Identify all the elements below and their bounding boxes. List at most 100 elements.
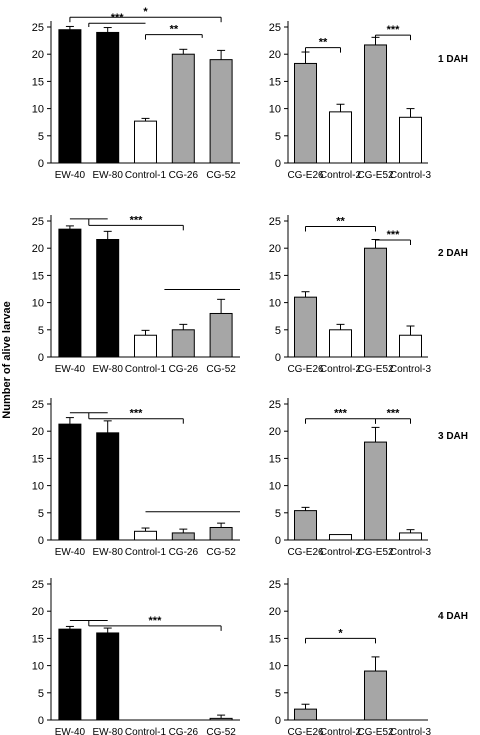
x-tick-label: EW-40 xyxy=(55,364,86,375)
y-tick-label: 25 xyxy=(269,579,281,591)
bar xyxy=(171,329,195,358)
chart-panel: 0 5 10 15 20 25 CG-E26Control-2CG-E52Control-3… xyxy=(269,215,468,375)
significance-label: ** xyxy=(319,37,328,49)
x-tick-label: EW-40 xyxy=(55,170,86,181)
y-tick-label: 10 xyxy=(269,104,281,116)
chart-panel: 0 5 10 15 20 25 EW-40 EW-80 Control-1 CG-26 CG-52 *… xyxy=(32,398,240,558)
y-tick-label: 0 xyxy=(275,535,281,547)
x-tick-label: EW-40 xyxy=(55,547,86,558)
bar xyxy=(209,526,233,541)
x-tick-label: Control-3 xyxy=(390,547,432,558)
y-tick-label: 15 xyxy=(269,270,281,282)
x-tick-label: Control-3 xyxy=(390,364,432,375)
y-tick-label: 15 xyxy=(269,633,281,645)
chart-panel: 0 5 10 15 20 25 EW-40 EW-80 Control-1 CG-26 CG-52 *… xyxy=(32,6,240,181)
bar xyxy=(134,334,157,358)
significance-label: * xyxy=(338,627,343,639)
significance-label: ** xyxy=(170,24,179,36)
y-tick-label: 15 xyxy=(32,76,44,88)
y-axis-label: Number of alive larvae xyxy=(1,301,13,418)
x-tick-label: Control-3 xyxy=(390,727,432,735)
x-tick-label: CG-26 xyxy=(169,727,199,735)
y-tick-label: 20 xyxy=(269,426,281,438)
row-label: 4 DAH xyxy=(438,611,468,622)
bar xyxy=(58,228,82,358)
y-tick-label: 5 xyxy=(38,508,44,520)
y-tick-label: 5 xyxy=(275,131,281,143)
y-tick-label: 20 xyxy=(269,606,281,618)
bar xyxy=(329,534,352,541)
y-tick-label: 15 xyxy=(269,76,281,88)
x-tick-label: CG-26 xyxy=(169,547,199,558)
bar xyxy=(58,29,82,164)
x-tick-label: CG-E52 xyxy=(357,727,394,735)
y-tick-label: 10 xyxy=(32,481,44,493)
y-tick-label: 5 xyxy=(38,325,44,337)
bar xyxy=(329,329,352,358)
bar xyxy=(364,441,387,541)
x-tick-label: EW-80 xyxy=(93,547,124,558)
y-tick-label: 5 xyxy=(38,688,44,700)
row-label: 2 DAH xyxy=(438,248,468,259)
x-tick-label: CG-E52 xyxy=(357,170,394,181)
bar xyxy=(364,247,387,358)
significance-label: *** xyxy=(111,12,125,24)
y-tick-label: 15 xyxy=(32,633,44,645)
y-tick-label: 25 xyxy=(32,216,44,228)
y-tick-label: 20 xyxy=(32,426,44,438)
y-tick-label: 0 xyxy=(38,535,44,547)
x-tick-label: Control-1 xyxy=(125,170,167,181)
significance-label: *** xyxy=(387,24,401,36)
bar xyxy=(134,530,157,541)
y-tick-label: 5 xyxy=(38,131,44,143)
bar xyxy=(171,532,195,541)
y-tick-label: 15 xyxy=(269,453,281,465)
x-tick-label: Control-3 xyxy=(390,170,432,181)
y-tick-label: 0 xyxy=(275,352,281,364)
y-tick-label: 10 xyxy=(32,661,44,673)
y-tick-label: 0 xyxy=(275,158,281,170)
y-tick-label: 20 xyxy=(269,49,281,61)
significance-label: *** xyxy=(387,229,401,241)
x-tick-label: CG-E52 xyxy=(357,547,394,558)
bar xyxy=(96,432,120,541)
x-tick-label: Control-1 xyxy=(125,727,167,735)
bar xyxy=(96,238,120,358)
x-tick-label: EW-80 xyxy=(93,727,124,735)
y-tick-label: 25 xyxy=(269,216,281,228)
bar xyxy=(294,296,317,358)
x-tick-label: CG-52 xyxy=(206,364,236,375)
significance-label: *** xyxy=(149,615,163,627)
y-tick-label: 5 xyxy=(275,688,281,700)
significance-label: ** xyxy=(336,215,345,227)
bar xyxy=(294,708,317,721)
x-tick-label: CG-E52 xyxy=(357,364,394,375)
x-tick-label: CG-26 xyxy=(169,170,199,181)
y-tick-label: 0 xyxy=(38,715,44,727)
y-tick-label: 10 xyxy=(269,661,281,673)
y-tick-label: 20 xyxy=(269,243,281,255)
y-tick-label: 0 xyxy=(275,715,281,727)
y-tick-label: 25 xyxy=(32,22,44,34)
chart-panel: 0 5 10 15 20 25 CG-E26Control-2CG-E52Control-3… xyxy=(269,578,468,735)
x-tick-label: CG-E26 xyxy=(287,170,324,181)
x-tick-label: Control-1 xyxy=(125,547,167,558)
y-tick-label: 20 xyxy=(32,49,44,61)
x-tick-label: EW-80 xyxy=(93,364,124,375)
y-tick-label: 5 xyxy=(275,508,281,520)
bar xyxy=(294,62,317,164)
y-tick-label: 25 xyxy=(32,399,44,411)
x-tick-label: CG-26 xyxy=(169,364,199,375)
bar xyxy=(209,717,233,721)
y-tick-label: 5 xyxy=(275,325,281,337)
bar xyxy=(134,120,157,164)
bar xyxy=(329,111,352,164)
x-tick-label: EW-40 xyxy=(55,727,86,735)
y-tick-label: 10 xyxy=(269,481,281,493)
x-tick-label: Control-2 xyxy=(320,727,362,735)
x-tick-label: EW-80 xyxy=(93,170,124,181)
chart-panel: 0 5 10 15 20 25 EW-40 EW-80 Control-1 CG-26 CG-52 *… xyxy=(32,578,240,735)
y-tick-label: 25 xyxy=(269,399,281,411)
y-tick-label: 25 xyxy=(32,579,44,591)
